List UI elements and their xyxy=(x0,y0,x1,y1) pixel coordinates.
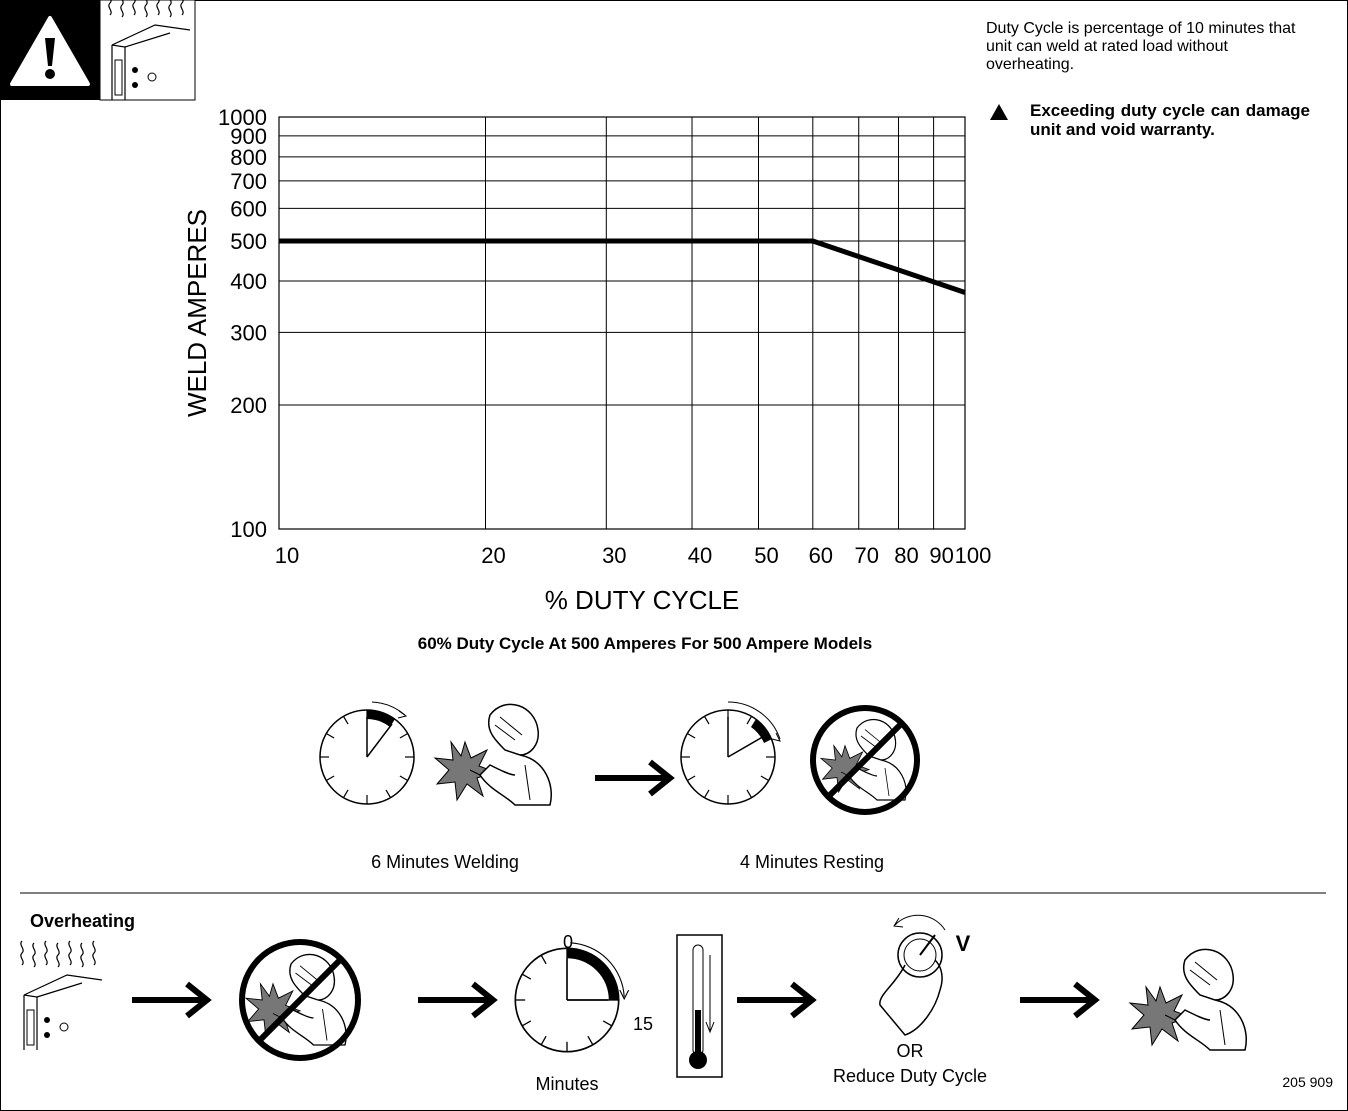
welder xyxy=(1130,949,1246,1050)
y-axis-label: WELD AMPERES xyxy=(182,209,212,417)
x-tick-label: 10 xyxy=(275,543,299,568)
x-tick-label: 40 xyxy=(688,543,712,568)
thermometer xyxy=(677,935,722,1077)
heat-unit xyxy=(21,941,102,1050)
page: 6 Minutes Welding 4 Minutes Resting Over… xyxy=(0,0,1348,1111)
x-tick-label: 30 xyxy=(602,543,626,568)
clock-label: Minutes xyxy=(535,1074,598,1094)
clock-cooling xyxy=(515,943,628,1052)
plot-frame xyxy=(279,117,965,529)
knob-hand xyxy=(880,915,945,1035)
x-tick-label: 80 xyxy=(894,543,918,568)
x-tick-label: 100 xyxy=(955,543,992,568)
no-welding xyxy=(813,708,917,812)
y-tick-label: 300 xyxy=(230,320,267,345)
y-tick-label: 100 xyxy=(230,517,267,542)
x-tick-label: 70 xyxy=(854,543,878,568)
warning-bullet xyxy=(990,104,1008,120)
x-tick-label: 50 xyxy=(754,543,778,568)
y-tick-label: 400 xyxy=(230,269,267,294)
figure-number: 205 909 xyxy=(1282,1074,1333,1090)
resting-label: 4 Minutes Resting xyxy=(740,852,884,872)
arrow xyxy=(737,984,812,1016)
arrow xyxy=(1020,984,1095,1016)
x-axis-label: % DUTY CYCLE xyxy=(545,585,740,615)
y-tick-label: 600 xyxy=(230,196,267,221)
arrow xyxy=(418,984,493,1016)
y-tick-label: 200 xyxy=(230,393,267,418)
page-graphics: 6 Minutes Welding 4 Minutes Resting Over… xyxy=(0,0,1348,1111)
knob-letter: V xyxy=(956,931,971,956)
x-tick-label: 20 xyxy=(481,543,505,568)
y-tick-label: 700 xyxy=(230,169,267,194)
clock-resting xyxy=(681,702,780,804)
clock-welding xyxy=(320,702,414,804)
chart-caption: 60% Duty Cycle At 500 Amperes For 500 Am… xyxy=(418,634,872,653)
section-title: Overheating xyxy=(30,911,135,931)
warning-text: Exceeding duty cycle can damage unit and… xyxy=(1030,101,1310,139)
data-line xyxy=(279,241,965,292)
arrow xyxy=(132,984,207,1016)
duty-cycle-note: Duty Cycle is percentage of 10 minutes t… xyxy=(986,20,1316,74)
welding-label: 6 Minutes Welding xyxy=(371,852,519,872)
y-tick-label: 500 xyxy=(230,229,267,254)
or-label: OR xyxy=(897,1041,924,1061)
clock-end: 15 xyxy=(633,1014,653,1034)
x-tick-label: 90 xyxy=(929,543,953,568)
reduce-label: Reduce Duty Cycle xyxy=(833,1066,987,1086)
y-tick-label: 1000 xyxy=(218,105,267,130)
page-border xyxy=(1,1,1348,1111)
no-welding xyxy=(242,942,358,1058)
x-tick-label: 60 xyxy=(809,543,833,568)
arrow xyxy=(595,762,670,794)
welder xyxy=(435,704,551,805)
